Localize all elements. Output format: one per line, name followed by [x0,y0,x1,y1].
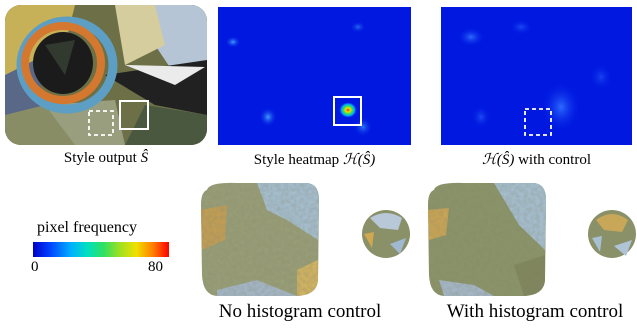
solid-selection-box [119,100,149,130]
dashed-selection-box [88,110,114,136]
style-output-caption: Style output Ŝ [63,150,149,166]
colorbar [33,242,169,257]
heatmap-solid-box [333,96,362,126]
no-control-sphere-render [360,208,412,260]
no-control-caption: No histogram control [218,301,382,322]
no-control-sphere [362,210,410,258]
heatmap-with-control-caption: ℋ(Ŝ) with control [482,152,591,168]
control-dashed-box [524,108,552,136]
with-control-cube-render [424,180,549,298]
no-control-cube-render [197,180,322,298]
heatmap-with-control-plot [441,7,632,145]
style-output-painting [5,5,207,145]
style-heatmap-caption: Style heatmap ℋ(Ŝ) [253,152,376,168]
colorbar-min-label: 0 [31,259,39,275]
with-control-sphere-render [586,208,636,260]
with-control-sphere [588,210,636,258]
style-heatmap-image [218,7,411,145]
with-control-caption: With histogram control [446,301,624,322]
with-control-cube [428,182,546,296]
style-heatmap-plot [218,7,411,145]
style-output-image [5,5,207,145]
colorbar-max-label: 80 [148,259,163,275]
no-control-cube [201,182,319,296]
legend-title: pixel frequency [37,219,137,236]
heatmap-with-control-image [441,7,632,145]
